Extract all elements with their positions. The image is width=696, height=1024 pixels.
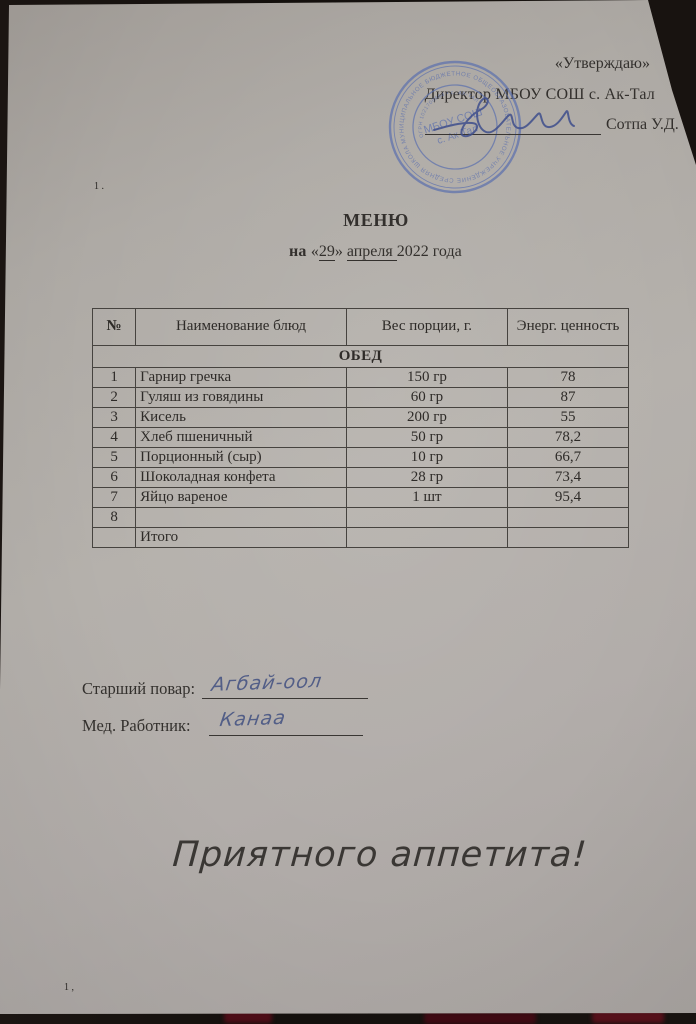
date-month: апреля <box>346 243 397 261</box>
menu-date-line: на «29» апреля 2022 года <box>289 243 462 261</box>
dish-weight: 50 гр <box>345 427 509 448</box>
dish-energy: 87 <box>507 387 629 408</box>
dish-energy: 73,4 <box>507 467 629 488</box>
table-row: 6 Шоколадная конфета 28 гр 73,4 <box>91 467 629 488</box>
red-cloth-patch <box>424 1012 536 1024</box>
director-signature-line <box>425 120 601 135</box>
date-day: 29 <box>318 243 335 261</box>
menu-table: № Наименование блюд Вес порции, г. Энерг… <box>91 308 629 548</box>
dish-name: Гуляш из говядины <box>135 387 347 408</box>
red-cloth-patch <box>224 1011 272 1023</box>
dish-weight: 1 шт <box>345 487 509 508</box>
dish-name: Порционный (сыр) <box>135 447 347 468</box>
table-row: 1 Гарнир гречка 150 гр 78 <box>91 367 629 388</box>
dish-number: 3 <box>91 407 137 428</box>
table-total-row: Итого <box>91 527 629 548</box>
dish-number: 2 <box>91 387 137 408</box>
chef-signature-handwriting: Агбай-оол <box>210 670 324 696</box>
director-signature-scribble <box>433 97 575 138</box>
table-row: 2 Гуляш из говядины 60 гр 87 <box>91 387 629 408</box>
dish-weight: 60 гр <box>345 387 509 408</box>
date-prefix: на <box>289 243 311 260</box>
header-energy: Энерг. ценность <box>507 308 629 346</box>
dish-number: 7 <box>91 487 137 508</box>
header-name: Наименование блюд <box>135 308 347 346</box>
medic-signature-line <box>209 721 363 736</box>
section-label: ОБЕД <box>92 345 629 368</box>
dish-energy: 78,2 <box>507 427 629 448</box>
total-label-cell: Итого <box>135 527 347 548</box>
dish-number: 4 <box>91 427 137 448</box>
table-row: 8 <box>91 507 629 528</box>
dish-name: Кисель <box>135 407 347 428</box>
dish-name: Яйцо вареное <box>135 487 347 508</box>
header-num: № <box>91 308 137 346</box>
dish-energy: 95,4 <box>507 487 629 508</box>
menu-title: МЕНЮ <box>343 210 409 230</box>
dish-number: 8 <box>91 507 137 528</box>
table-row: 4 Хлеб пшеничный 50 гр 78,2 <box>91 427 629 448</box>
chef-signature-line <box>202 684 368 699</box>
dish-name <box>135 507 347 528</box>
dish-name: Шоколадная конфета <box>135 467 347 488</box>
dish-energy: 66,7 <box>507 447 629 468</box>
director-name: Сотпа У.Д. <box>606 116 679 133</box>
red-cloth-patch <box>592 1011 664 1023</box>
dish-name: Гарнир гречка <box>135 367 347 388</box>
dish-energy <box>507 507 629 528</box>
dish-number: 5 <box>91 447 137 468</box>
date-rest: 2022 года <box>396 243 462 260</box>
table-row: 3 Кисель 200 гр 55 <box>91 407 629 428</box>
dish-energy: 78 <box>507 367 629 388</box>
table-row: 7 Яйцо вареное 1 шт 95,4 <box>91 487 629 508</box>
table-header-row: № Наименование блюд Вес порции, г. Энерг… <box>91 308 629 346</box>
date-close-quote: » <box>334 243 347 260</box>
dish-number: 6 <box>91 467 137 488</box>
dish-name: Хлеб пшеничный <box>135 427 347 448</box>
dish-weight: 200 гр <box>345 407 509 428</box>
dish-weight: 28 гр <box>345 467 509 488</box>
dish-weight: 150 гр <box>345 367 509 388</box>
ink-speck: 1 , <box>64 982 74 993</box>
total-weight-cell <box>345 527 509 548</box>
chef-label: Старший повар: <box>82 679 196 698</box>
approval-word: «Утверждаю» <box>554 55 650 72</box>
table-section-row: ОБЕД <box>92 345 629 368</box>
total-energy-cell <box>507 527 629 548</box>
date-open-quote: « <box>310 243 319 260</box>
dish-number: 1 <box>91 367 137 388</box>
table-row: 5 Порционный (сыр) 10 гр 66,7 <box>91 447 629 468</box>
medic-signature-handwriting: Канаа <box>218 706 288 732</box>
total-num-cell <box>91 527 137 548</box>
medic-label: Мед. Работник: <box>82 716 191 735</box>
school-round-stamp: МУНИЦИПАЛЬНОЕ БЮДЖЕТНОЕ ОБЩЕОБРАЗОВАТЕЛЬ… <box>386 58 524 196</box>
bon-appetit-text: Приятного аппетита! <box>171 835 589 875</box>
header-weight: Вес порции, г. <box>345 308 509 346</box>
dish-weight: 10 гр <box>345 447 509 468</box>
ink-speck: 1 . <box>94 181 104 192</box>
dish-energy: 55 <box>507 407 629 428</box>
dish-weight <box>345 507 509 528</box>
